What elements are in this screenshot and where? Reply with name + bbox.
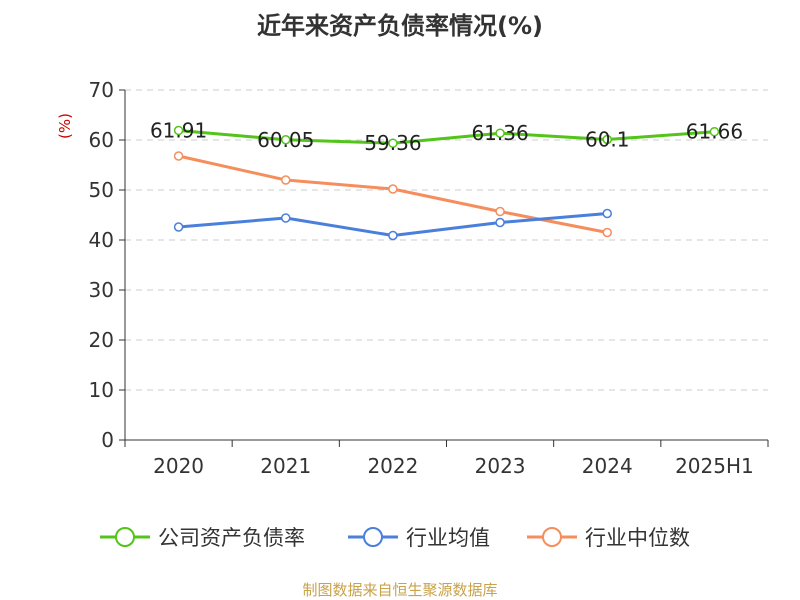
- y-tick-label: 20: [89, 328, 114, 352]
- data-point: [281, 175, 291, 185]
- data-point: [281, 213, 291, 223]
- x-tick-label: 2021: [260, 454, 311, 478]
- data-point: [709, 126, 720, 137]
- x-tick-label: 2025H1: [675, 454, 754, 478]
- y-axis-label: (%): [56, 113, 74, 139]
- data-point: [602, 227, 612, 238]
- y-tick-label: 70: [89, 78, 114, 102]
- data-label: 61.36: [471, 121, 528, 145]
- data-label: 60.1: [585, 128, 630, 152]
- y-tick-label: 40: [89, 228, 114, 252]
- x-tick-label: 2023: [475, 454, 526, 478]
- data-point: [495, 128, 505, 138]
- data-point: [388, 138, 398, 148]
- data-point: [281, 135, 291, 145]
- legend-label: 公司资产负债率: [158, 526, 305, 550]
- data-point: [388, 184, 398, 194]
- data-point: [173, 222, 184, 232]
- y-tick-label: 30: [89, 278, 114, 302]
- x-tick-label: 2024: [582, 454, 633, 478]
- data-source-note: 制图数据来自恒生聚源数据库: [302, 581, 498, 599]
- legend-label: 行业中位数: [585, 526, 690, 550]
- y-tick-label: 0: [101, 428, 114, 452]
- legend-marker: [542, 527, 562, 547]
- x-tick-label: 2020: [153, 454, 204, 478]
- data-point: [173, 125, 184, 136]
- data-point: [602, 208, 612, 219]
- x-tick-label: 2022: [367, 454, 418, 478]
- legend-label: 行业均值: [406, 526, 490, 550]
- data-label: 59.36: [364, 131, 421, 155]
- legend-marker: [363, 527, 383, 547]
- y-tick-label: 10: [89, 378, 114, 402]
- data-point: [173, 151, 184, 161]
- data-point: [495, 206, 505, 217]
- data-point: [495, 217, 505, 228]
- legend-marker: [115, 527, 135, 547]
- data-point: [602, 134, 612, 145]
- data-label: 61.66: [686, 120, 743, 144]
- data-label: 61.91: [150, 118, 207, 142]
- series-line: [178, 128, 715, 145]
- data-point: [388, 230, 398, 241]
- y-tick-label: 60: [89, 128, 114, 152]
- data-label: 60.05: [257, 128, 314, 152]
- y-tick-label: 50: [89, 178, 114, 202]
- chart-title: 近年来资产负债率情况(%): [257, 12, 543, 40]
